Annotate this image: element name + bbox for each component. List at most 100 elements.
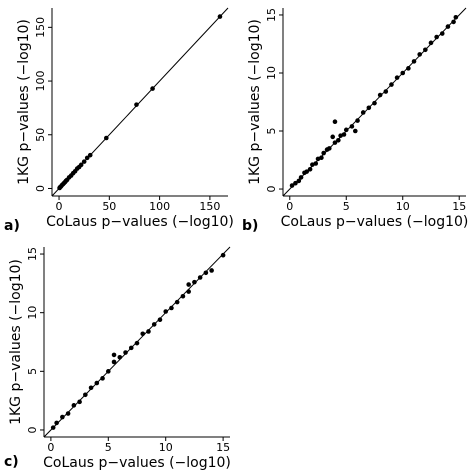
point xyxy=(83,392,88,398)
point xyxy=(220,252,226,258)
y-tick-label: 15 xyxy=(265,8,278,22)
point xyxy=(84,155,90,161)
point xyxy=(111,352,117,358)
point xyxy=(349,124,355,129)
y-axis-label: 1KG p−values (−log10) xyxy=(247,19,263,185)
point xyxy=(104,135,109,141)
x-tick-label: 15 xyxy=(216,441,230,454)
x-tick-label: 5 xyxy=(343,200,350,213)
point xyxy=(174,299,180,305)
x-tick-label: 15 xyxy=(452,200,466,213)
point xyxy=(439,31,445,36)
point xyxy=(406,66,411,71)
point xyxy=(389,82,394,87)
point xyxy=(134,340,140,346)
point xyxy=(209,268,214,273)
point xyxy=(343,127,349,133)
y-tick-label: 10 xyxy=(26,306,39,320)
point xyxy=(417,52,422,57)
point xyxy=(336,137,341,143)
point xyxy=(88,385,94,391)
point xyxy=(111,359,117,365)
point xyxy=(123,350,128,355)
point xyxy=(78,162,84,168)
point xyxy=(330,134,336,140)
point xyxy=(134,102,139,107)
point xyxy=(332,140,338,145)
point xyxy=(313,161,319,166)
point xyxy=(140,331,146,337)
y-tick-label: 10 xyxy=(265,66,278,80)
x-tick-label: 0 xyxy=(56,200,63,213)
point xyxy=(150,86,155,91)
point xyxy=(77,399,82,405)
point xyxy=(453,14,459,20)
point xyxy=(203,270,209,276)
point xyxy=(146,329,151,334)
point xyxy=(192,279,197,285)
point xyxy=(298,175,304,180)
point xyxy=(296,178,302,184)
x-axis-label: CoLaus p−values (−log10) xyxy=(46,214,234,230)
point xyxy=(217,14,223,19)
point xyxy=(304,169,310,174)
point xyxy=(372,100,377,106)
panel-label: a) xyxy=(4,218,20,234)
point xyxy=(332,119,338,125)
x-tick-label: 10 xyxy=(159,441,173,454)
point xyxy=(186,289,191,294)
y-tick-label: 0 xyxy=(265,186,278,193)
point xyxy=(327,146,332,151)
point xyxy=(319,155,324,161)
point xyxy=(163,309,169,314)
x-tick-label: 150 xyxy=(199,200,220,213)
point xyxy=(128,345,134,351)
point xyxy=(321,150,326,156)
point xyxy=(451,19,456,25)
point xyxy=(445,24,451,29)
y-tick-label: 5 xyxy=(26,368,39,375)
point xyxy=(169,305,174,311)
point xyxy=(352,128,358,134)
point xyxy=(50,425,56,430)
x-axis-label: CoLaus p−values (−log10) xyxy=(281,214,469,230)
y-tick-label: 0 xyxy=(34,185,47,192)
point xyxy=(366,105,372,111)
point xyxy=(307,167,313,172)
y-tick-label: 50 xyxy=(34,128,47,142)
x-tick-label: 10 xyxy=(396,200,410,213)
point xyxy=(65,411,71,416)
point xyxy=(383,89,389,94)
y-axis-label: 1KG p−values (−log10) xyxy=(16,19,32,185)
point xyxy=(54,420,59,426)
point xyxy=(341,132,347,137)
point xyxy=(428,40,434,46)
point xyxy=(355,118,360,123)
y-tick-label: 5 xyxy=(265,128,278,135)
point xyxy=(60,414,65,420)
point xyxy=(105,369,111,374)
point xyxy=(81,159,87,164)
point xyxy=(411,59,417,64)
point xyxy=(423,47,428,53)
point xyxy=(377,92,383,98)
point xyxy=(71,403,77,408)
point xyxy=(434,34,439,40)
y-tick-label: 0 xyxy=(26,426,39,433)
x-tick-label: 50 xyxy=(102,200,116,213)
point xyxy=(394,75,400,80)
x-tick-label: 100 xyxy=(149,200,170,213)
x-tick-label: 0 xyxy=(47,441,54,454)
point xyxy=(100,376,105,381)
y-tick-label: 150 xyxy=(34,17,47,38)
y-tick-label: 100 xyxy=(34,71,47,92)
y-axis-label: 1KG p−values (−log10) xyxy=(8,259,24,425)
point xyxy=(400,70,406,76)
y-tick-label: 15 xyxy=(26,247,39,261)
point xyxy=(186,282,191,287)
point xyxy=(87,152,93,158)
point xyxy=(360,110,366,115)
point xyxy=(94,380,100,386)
point xyxy=(289,183,295,188)
